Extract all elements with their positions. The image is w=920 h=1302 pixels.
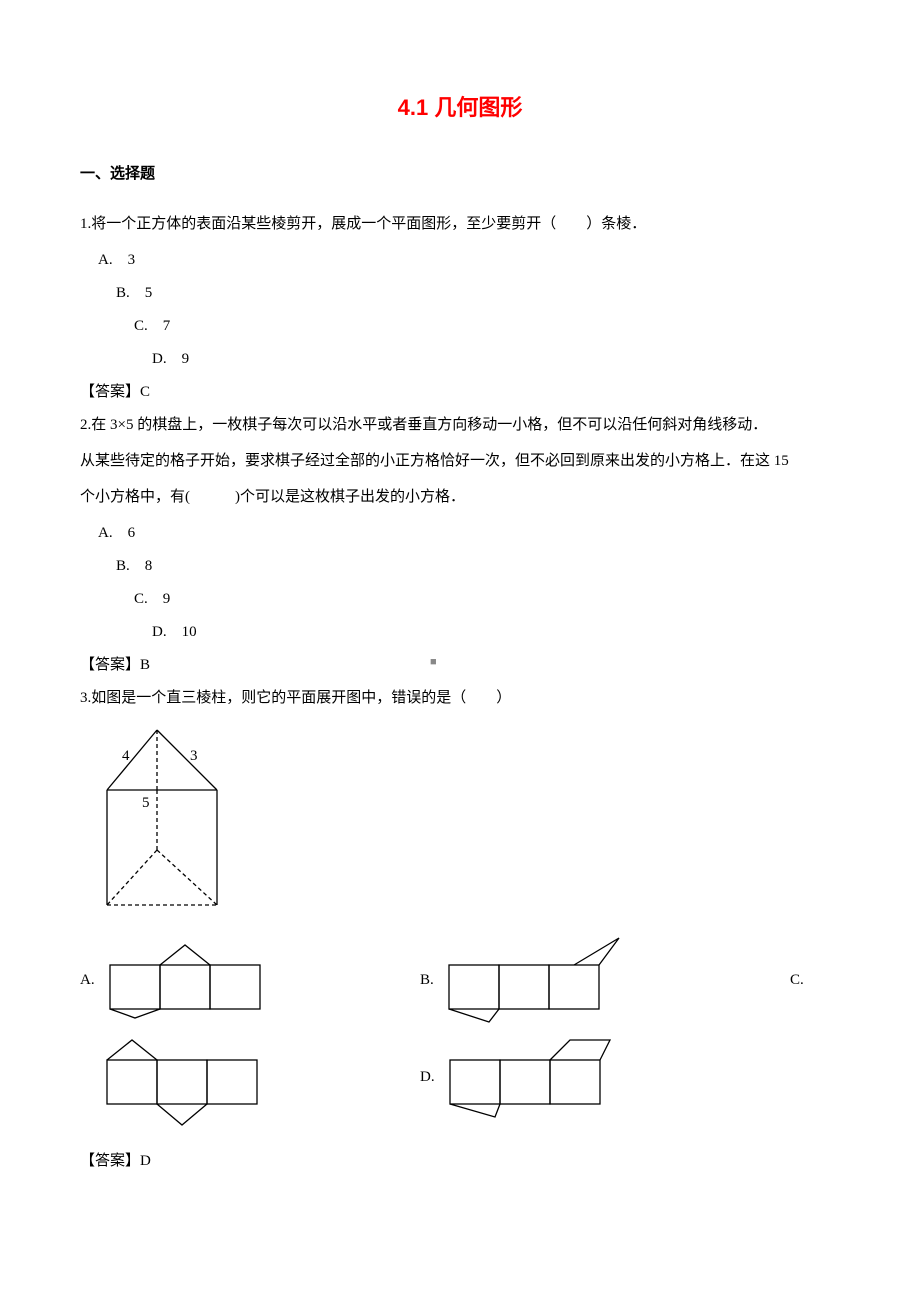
- q3-label-d: D.: [420, 1069, 435, 1086]
- q2-answer: 【答案】B: [80, 649, 840, 682]
- q1-option-c: C. 7: [134, 310, 840, 343]
- q1-answer: 【答案】C: [80, 376, 840, 409]
- q3-options-row1: A. B. C.: [80, 935, 840, 1025]
- dim-5: 5: [142, 795, 150, 811]
- q1-option-a: A. 3: [98, 244, 840, 277]
- q3-label-b: B.: [420, 972, 434, 989]
- section-heading: 一、选择题: [80, 162, 840, 183]
- page-title: 4.1 几何图形: [80, 90, 840, 122]
- q3-options-row2: D.: [80, 1035, 840, 1130]
- dim-3: 3: [190, 748, 198, 764]
- q3-diagram-a: [105, 940, 265, 1020]
- q2-line3: 个小方格中，有( )个可以是这枚棋子出发的小方格．: [80, 481, 840, 514]
- dim-4: 4: [122, 748, 130, 764]
- q2-line1: 2.在 3×5 的棋盘上，一枚棋子每次可以沿水平或者垂直方向移动一小格，但不可以…: [80, 409, 840, 442]
- q3-diagram-b: [444, 935, 624, 1025]
- q1-text: 1.将一个正方体的表面沿某些棱剪开，展成一个平面图形，至少要剪开（ ）条棱．: [80, 208, 840, 241]
- q1-option-b: B. 5: [116, 277, 840, 310]
- q3-label-c: C.: [790, 972, 804, 989]
- center-mark: ■: [430, 656, 437, 668]
- q2-line2: 从某些待定的格子开始，要求棋子经过全部的小正方格恰好一次，但不必回到原来出发的小…: [80, 445, 840, 478]
- q1-option-d: D. 9: [152, 343, 840, 376]
- q3-label-a: A.: [80, 972, 95, 989]
- q3-diagram-d: [445, 1035, 615, 1120]
- q3-diagram-c: [102, 1035, 262, 1130]
- q3-main-diagram: 4 3 5: [102, 725, 840, 920]
- q2-option-d: D. 10: [152, 616, 840, 649]
- q2-option-a: A. 6: [98, 517, 840, 550]
- q2-option-c: C. 9: [134, 583, 840, 616]
- q3-answer: 【答案】D: [80, 1145, 840, 1178]
- q2-option-b: B. 8: [116, 550, 840, 583]
- q3-text: 3.如图是一个直三棱柱，则它的平面展开图中，错误的是（ ）: [80, 682, 840, 715]
